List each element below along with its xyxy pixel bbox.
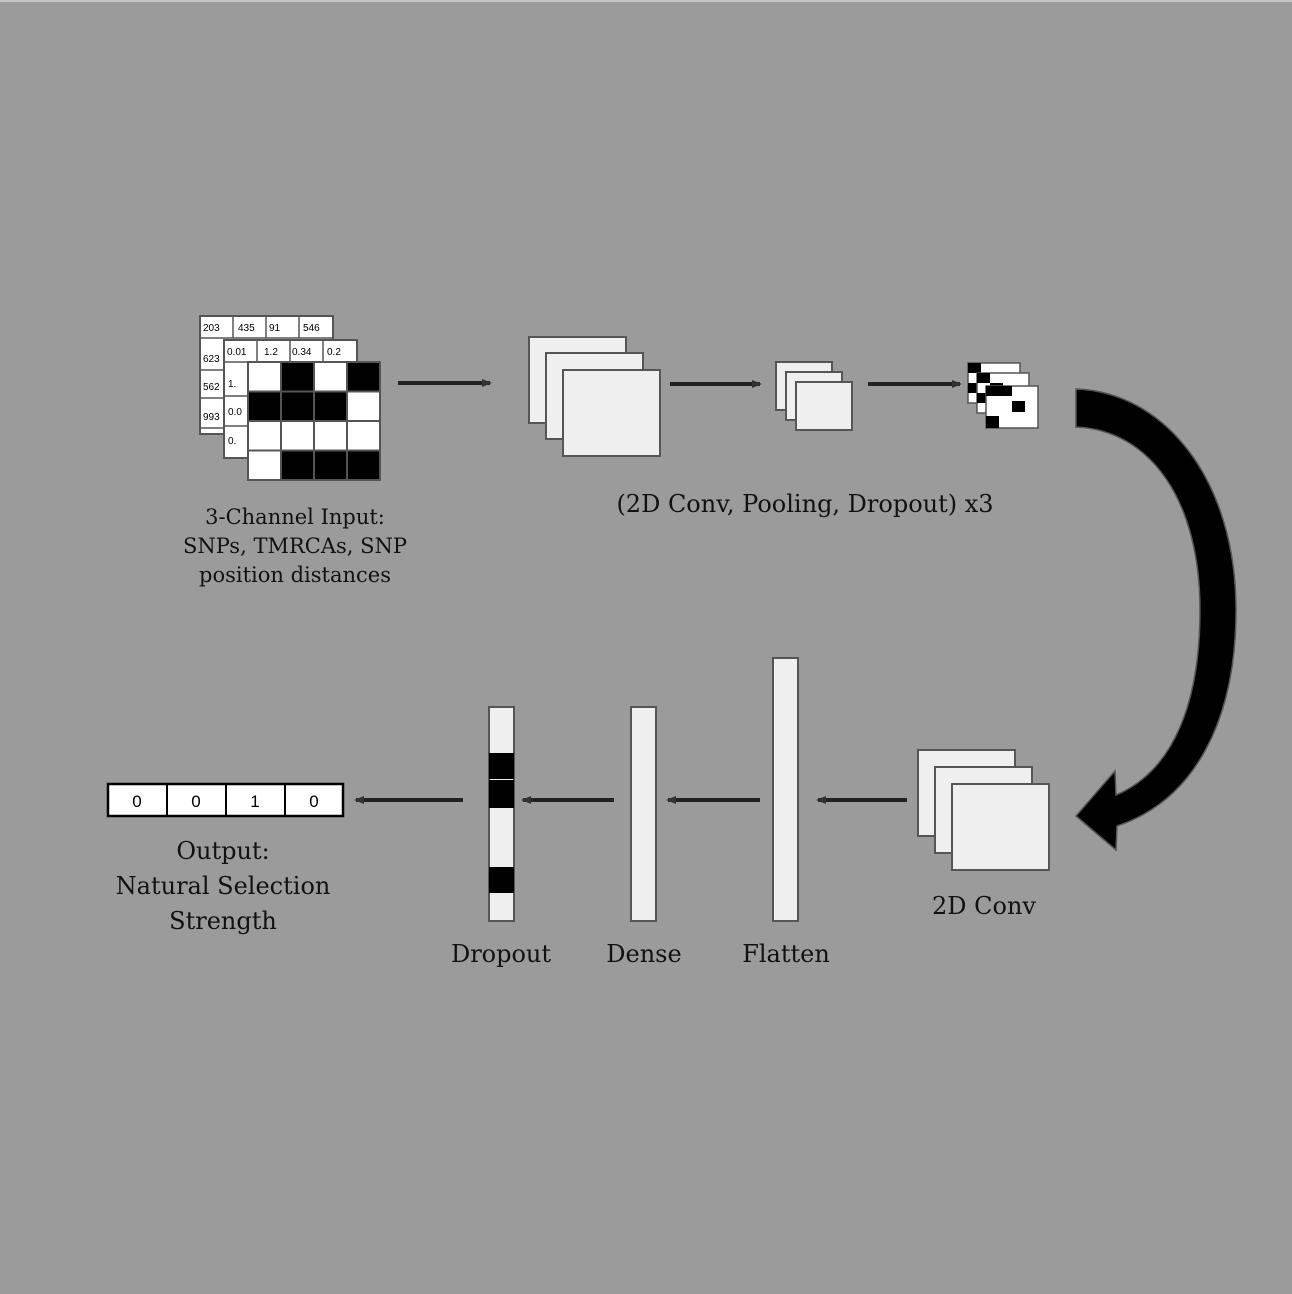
input-caption-line: position distances (199, 563, 391, 587)
channel1-value: 546 (303, 323, 320, 334)
conv-stack-large (528, 336, 661, 457)
snp-cell (313, 449, 348, 481)
input-channel-3 (247, 361, 381, 481)
channel1-value: 993 (203, 412, 220, 423)
output-caption-line: Output: (176, 837, 270, 865)
output-value: 0 (309, 792, 318, 811)
snp-cell (280, 390, 315, 422)
output-value: 0 (132, 792, 141, 811)
output-value: 0 (191, 792, 200, 811)
channel1-value: 562 (203, 382, 220, 393)
snp-cell (313, 390, 348, 422)
conv-block-caption: (2D Conv, Pooling, Dropout) x3 (616, 490, 994, 518)
snp-cell (280, 420, 315, 452)
snp-cell (346, 361, 381, 393)
snp-cell (346, 449, 381, 481)
input-caption-line: SNPs, TMRCAs, SNP (182, 534, 408, 558)
output-caption: Output: Natural Selection Strength (98, 834, 348, 939)
output-caption-line: Natural Selection (115, 872, 331, 900)
output-caption-line: Strength (169, 907, 277, 935)
dropout-caption: Dropout (450, 940, 552, 968)
input-caption-line: 3-Channel Input: (205, 505, 385, 529)
channel1-value: 623 (203, 354, 220, 365)
dense-layer (630, 706, 657, 922)
snp-cell (346, 420, 381, 452)
conv2d-caption: 2D Conv (932, 892, 1036, 920)
curved-arrow (1074, 388, 1237, 852)
channel2-value: 0.34 (292, 347, 312, 358)
conv2d-stack (917, 749, 1050, 871)
snp-cell (247, 420, 282, 452)
input-stack: 203 435 91 546 623 562 993 0.01 1.2 0.34… (199, 315, 381, 481)
channel2-value: 0. (228, 436, 236, 447)
channel2-value: 0.0 (228, 407, 242, 418)
conv-stack-medium (775, 361, 853, 431)
flatten-caption: Flatten (742, 940, 830, 968)
channel2-value: 0.01 (227, 347, 247, 358)
snp-cell (346, 390, 381, 422)
snp-cell (280, 361, 315, 393)
output-value: 1 (250, 792, 259, 811)
channel1-value: 203 (203, 323, 220, 334)
dense-caption: Dense (606, 940, 682, 968)
snp-cell (247, 390, 282, 422)
output-vector: 0 0 1 0 (106, 782, 345, 818)
snp-cell (280, 449, 315, 481)
channel2-value: 1. (228, 379, 236, 390)
snp-cell (313, 361, 348, 393)
channel2-value: 0.2 (327, 347, 341, 358)
snp-cell (247, 361, 282, 393)
snp-cell (247, 449, 282, 481)
channel1-value: 435 (238, 323, 255, 334)
flatten-layer (772, 657, 799, 922)
channel1-value: 91 (269, 323, 281, 334)
snp-cell (313, 420, 348, 452)
input-caption: 3-Channel Input: SNPs, TMRCAs, SNP posit… (160, 503, 430, 590)
channel2-value: 1.2 (264, 347, 278, 358)
feature-map-stack (967, 362, 1039, 429)
dropout-layer (488, 706, 515, 922)
